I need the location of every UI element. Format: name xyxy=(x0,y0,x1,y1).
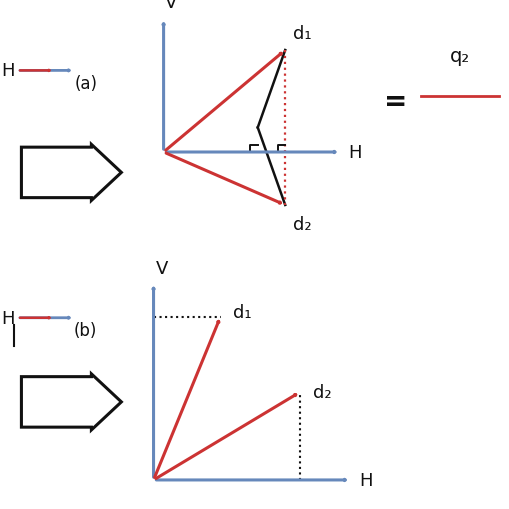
Text: (a): (a) xyxy=(74,75,97,93)
Text: =: = xyxy=(383,88,407,116)
Polygon shape xyxy=(21,374,121,430)
Text: d₁: d₁ xyxy=(233,304,251,322)
Text: H: H xyxy=(358,471,372,489)
Text: H: H xyxy=(1,62,14,80)
Text: V: V xyxy=(165,0,177,12)
Text: q₂: q₂ xyxy=(449,47,469,66)
Text: H: H xyxy=(347,144,361,162)
Text: H: H xyxy=(1,309,14,327)
Text: V: V xyxy=(155,259,168,277)
Polygon shape xyxy=(21,145,121,201)
Text: (b): (b) xyxy=(74,322,97,340)
Text: d₁: d₁ xyxy=(293,25,311,43)
Text: d₂: d₂ xyxy=(293,215,311,233)
Text: d₂: d₂ xyxy=(312,383,331,401)
